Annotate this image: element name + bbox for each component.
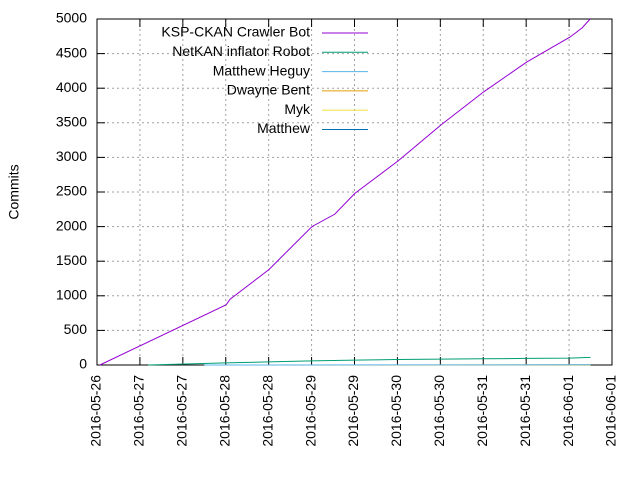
x-tick-label: 2016-05-27 bbox=[131, 375, 147, 447]
y-tick-label: 1500 bbox=[56, 252, 87, 268]
y-tick-label: 3500 bbox=[56, 114, 87, 130]
y-tick-label: 3000 bbox=[56, 148, 87, 164]
legend-label: KSP-CKAN Crawler Bot bbox=[161, 24, 310, 40]
y-tick-label: 4000 bbox=[56, 79, 87, 95]
x-tick-label: 2016-05-29 bbox=[302, 375, 318, 447]
series-line bbox=[148, 356, 591, 366]
x-tick-label: 2016-05-31 bbox=[474, 375, 490, 447]
x-tick-label: 2016-06-01 bbox=[560, 375, 576, 447]
legend-label: Matthew Heguy bbox=[213, 62, 310, 78]
x-tick-label: 2016-06-01 bbox=[603, 375, 619, 447]
x-tick-label: 2016-05-30 bbox=[388, 375, 404, 447]
x-tick-label: 2016-05-27 bbox=[174, 375, 190, 447]
y-tick-label: 0 bbox=[79, 356, 87, 372]
legend-label: NetKAN inflator Robot bbox=[172, 43, 310, 59]
x-tick-label: 2016-05-29 bbox=[345, 375, 361, 447]
x-tick-label: 2016-05-30 bbox=[431, 375, 447, 447]
y-tick-label: 1000 bbox=[56, 287, 87, 303]
y-tick-label: 5000 bbox=[56, 10, 87, 26]
x-tick-label: 2016-05-28 bbox=[216, 375, 232, 447]
y-tick-label: 4500 bbox=[56, 44, 87, 60]
y-axis-label: Commits bbox=[6, 164, 22, 219]
x-tick-label: 2016-05-28 bbox=[259, 375, 275, 447]
x-tick-label: 2016-05-31 bbox=[517, 375, 533, 447]
legend-label: Matthew bbox=[257, 120, 311, 136]
y-tick-label: 2000 bbox=[56, 217, 87, 233]
series-line bbox=[99, 18, 591, 366]
x-tick-label: 2016-05-26 bbox=[88, 375, 104, 447]
legend-label: Myk bbox=[284, 101, 311, 117]
y-tick-label: 500 bbox=[64, 321, 88, 337]
legend-label: Dwayne Bent bbox=[227, 82, 310, 98]
y-tick-label: 2500 bbox=[56, 183, 87, 199]
